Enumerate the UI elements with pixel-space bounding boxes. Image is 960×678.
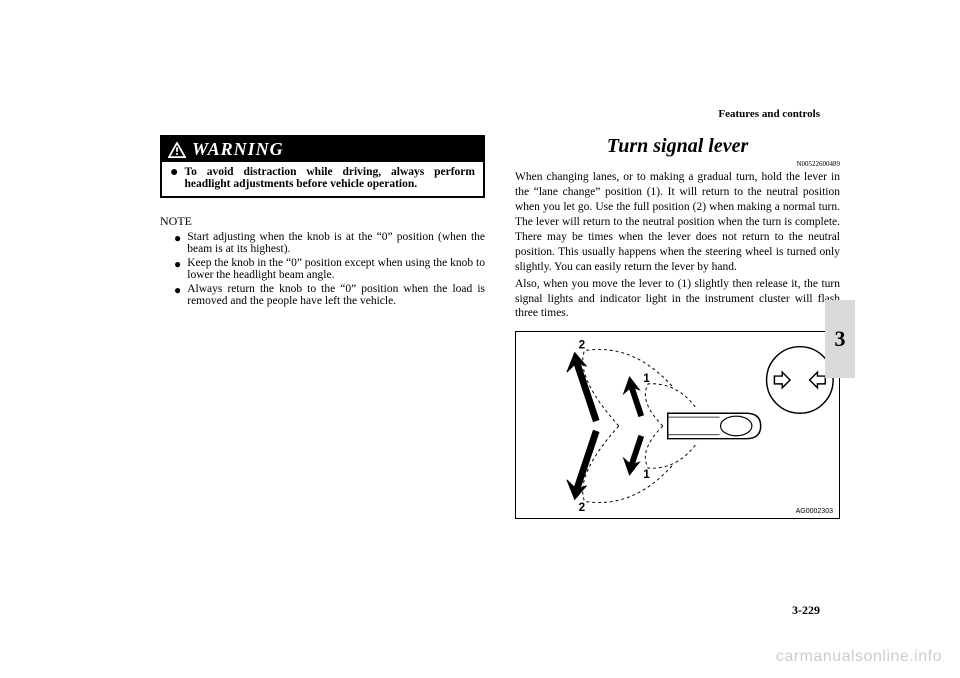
fig-label-2: 2 (579, 502, 586, 515)
turn-signal-figure: 2 2 1 1 AG0002303 (515, 331, 840, 519)
manual-page: Features and controls WARNING ● T (0, 0, 960, 678)
arrow-up-2 (567, 353, 596, 422)
note-item: ●Always return the knob to the “0” posit… (160, 283, 485, 307)
reference-number: N00522600489 (515, 160, 840, 168)
figure-code: AG0002303 (796, 508, 833, 515)
warning-triangle-icon (168, 142, 186, 158)
chapter-number: 3 (835, 326, 846, 352)
note-item: ●Keep the knob in the “0” position excep… (160, 257, 485, 281)
content-columns: WARNING ● To avoid distraction while dri… (160, 135, 840, 519)
left-column: WARNING ● To avoid distraction while dri… (160, 135, 485, 519)
arrow-down-2 (567, 431, 596, 500)
turn-signal-svg: 2 2 1 1 (516, 332, 839, 518)
watermark: carmanualsonline.info (776, 648, 942, 666)
section-title: Turn signal lever (515, 135, 840, 158)
note-item: ●Start adjusting when the knob is at the… (160, 231, 485, 255)
chapter-tab: 3 (825, 300, 855, 378)
fig-label-1: 1 (643, 372, 650, 385)
right-column: Turn signal lever N00522600489 When chan… (515, 135, 840, 519)
warning-body: ● To avoid distraction while driving, al… (162, 162, 483, 196)
page-number: 3-229 (792, 603, 820, 618)
arrow-down-1 (624, 436, 642, 475)
note-list: ●Start adjusting when the knob is at the… (160, 231, 485, 307)
warning-box: WARNING ● To avoid distraction while dri… (160, 135, 485, 198)
note-text: Keep the knob in the “0” position except… (187, 257, 485, 281)
warning-text: To avoid distraction while driving, alwa… (184, 166, 475, 190)
bullet-icon: ● (170, 166, 178, 190)
arrow-up-1 (624, 377, 642, 416)
bullet-icon: ● (174, 257, 181, 281)
warning-title: WARNING (192, 139, 284, 160)
note-text: Start adjusting when the knob is at the … (187, 231, 485, 255)
paragraph: Also, when you move the lever to (1) sli… (515, 277, 840, 322)
paragraph: When changing lanes, or to making a grad… (515, 170, 840, 275)
warning-header: WARNING (162, 137, 483, 162)
fig-label-2: 2 (579, 339, 586, 352)
fig-label-1: 1 (643, 468, 650, 481)
note-label: NOTE (160, 214, 485, 229)
bullet-icon: ● (174, 283, 181, 307)
bullet-icon: ● (174, 231, 181, 255)
header-category: Features and controls (718, 108, 820, 120)
note-text: Always return the knob to the “0” positi… (187, 283, 485, 307)
